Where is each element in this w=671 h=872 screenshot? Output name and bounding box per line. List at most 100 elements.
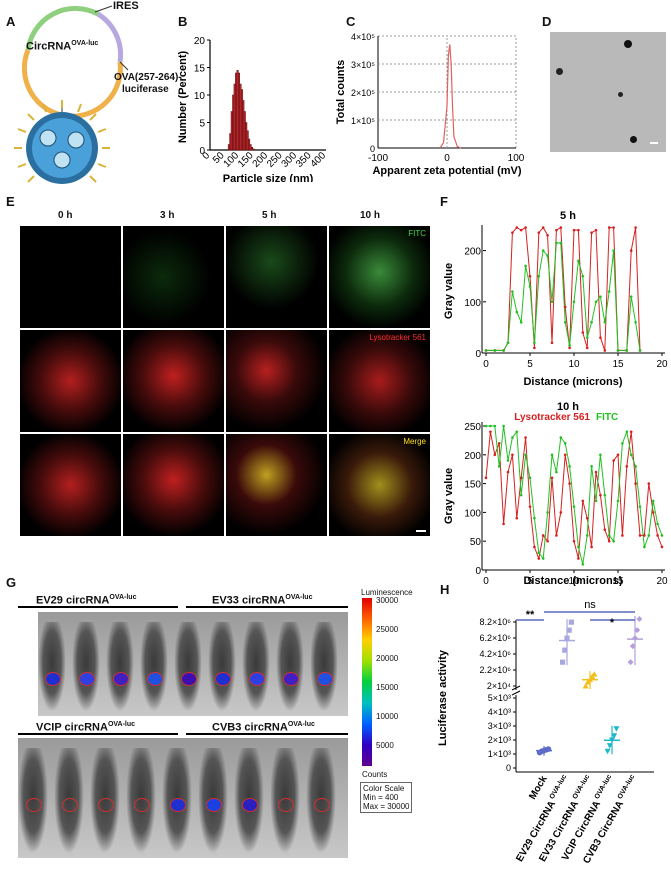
f-fitc-point <box>537 274 541 278</box>
h-point <box>604 748 611 755</box>
f-fitc-point <box>533 516 536 520</box>
f-fitc-point <box>524 264 527 268</box>
h-point <box>636 615 643 622</box>
g-group-vcip-text: VCIP circRNA <box>36 721 108 734</box>
f-fitc-point <box>502 424 505 428</box>
e-label-fitc: FITC <box>408 229 426 238</box>
f-lyso-point <box>515 516 519 520</box>
f-fitc-point <box>603 320 607 324</box>
f-fitc-point <box>493 349 497 352</box>
f-legend-green: FITC <box>596 412 618 423</box>
f-fitc-point <box>585 336 589 339</box>
bioluminescence-spot <box>79 672 95 686</box>
f-lyso-point <box>612 226 615 229</box>
f-lyso-point <box>563 453 567 457</box>
f-lyso-point <box>603 349 607 352</box>
bioluminescence-spot <box>98 798 114 812</box>
f-fitc-point <box>550 453 554 457</box>
h-ytick-label: 2×10⁴ <box>487 681 511 691</box>
mouse <box>162 748 192 854</box>
h-ytick-label: 6.2×10⁶ <box>480 633 512 643</box>
f-lyso-point <box>511 453 514 457</box>
f-top-xlabel: Distance (microns) <box>523 376 622 388</box>
mouse <box>72 622 100 712</box>
c-ytick-label: 4×10⁵ <box>351 32 375 42</box>
f-fitc-point <box>599 295 602 298</box>
c-ylabel: Total counts <box>335 60 347 125</box>
c-ytick-label: 0 <box>370 144 375 154</box>
e-lyso-10h: Lysotracker 561 <box>329 330 430 432</box>
f-fitc-point <box>511 290 514 293</box>
f-lyso-point <box>568 346 571 350</box>
bioluminescence-spot <box>113 672 129 686</box>
f-xtick-label: 0 <box>483 576 489 586</box>
e-merge-5h <box>226 434 327 536</box>
f-bottom-fitc-series <box>486 425 663 565</box>
f-lyso-point <box>607 226 611 229</box>
f-lyso-point <box>638 534 642 537</box>
f-fitc-point <box>647 534 651 537</box>
scale-bar <box>650 142 658 144</box>
h-ytick-label: 0 <box>506 763 511 773</box>
f-lyso-point <box>651 511 655 514</box>
g-group-ev33-text: EV33 circRNA <box>212 594 286 607</box>
h-point <box>591 671 598 677</box>
e-merge-3h <box>123 434 224 536</box>
particle-dot <box>556 68 563 75</box>
bioluminescence-spot <box>45 672 61 686</box>
b-bar <box>252 148 255 151</box>
h-ytick-label: 1×10³ <box>488 749 511 759</box>
f-lyso-point <box>577 557 580 560</box>
h-point <box>587 676 593 683</box>
f-lyso-point <box>515 226 519 229</box>
f-fitc-point <box>612 249 615 252</box>
f-fitc-point <box>625 430 629 434</box>
h-point <box>560 659 566 665</box>
f-bottom-title: 10 h <box>557 401 579 413</box>
h-ytick-label: 3×10³ <box>488 721 511 731</box>
f-fitc-point <box>638 349 642 352</box>
b-ytick-label: 0 <box>199 146 205 157</box>
mouse <box>276 622 304 712</box>
e-time-3h: 3 h <box>160 210 175 221</box>
f-lyso-point <box>572 539 576 543</box>
f-fitc-point <box>484 349 488 352</box>
h-point <box>582 682 589 689</box>
e-fitc-3h <box>123 226 224 328</box>
f-ytick-label: 200 <box>464 451 481 462</box>
f-lyso-point <box>634 482 637 485</box>
f-lyso-point <box>484 476 488 480</box>
ires-arc <box>25 5 100 51</box>
f-lyso-point <box>537 231 541 234</box>
f-fitc-point <box>497 465 501 468</box>
f-fitc-point <box>616 499 620 503</box>
h-point <box>634 627 641 634</box>
f-lyso-point <box>550 341 554 345</box>
g-scale-tick: 30000 <box>376 596 399 605</box>
f-fitc-point <box>511 436 514 439</box>
f-fitc-point <box>533 341 536 345</box>
f-fitc-point <box>590 320 593 324</box>
h-sig-ns: ns <box>584 599 596 611</box>
f-lyso-point <box>625 465 629 468</box>
f-bottom-lyso-series <box>485 431 663 561</box>
c-zeta-curve <box>439 44 462 149</box>
e-merge-10h: Merge <box>329 434 430 536</box>
bioluminescence-spot <box>62 798 78 812</box>
mouse <box>234 748 264 854</box>
f-lyso-point <box>528 274 532 278</box>
f-lyso-point <box>537 557 541 560</box>
f-xtick-label: 5 <box>527 576 533 586</box>
b-ytick-label: 15 <box>194 64 206 75</box>
mouse <box>306 748 336 854</box>
f-lyso-point <box>555 534 558 537</box>
f-fitc-point <box>581 562 585 566</box>
panel-f-top-chart: 5 h 0 100 200 0 5 10 15 20 Gray value Distance… <box>443 210 668 388</box>
f-fitc-point <box>651 499 655 503</box>
panel-d-tem-image <box>550 32 666 152</box>
f-fitc-point <box>656 522 659 526</box>
g-scale-tick: 10000 <box>376 712 399 721</box>
bioluminescence-spot <box>278 798 294 812</box>
f-fitc-point <box>590 465 593 468</box>
f-fitc-point <box>524 453 527 457</box>
